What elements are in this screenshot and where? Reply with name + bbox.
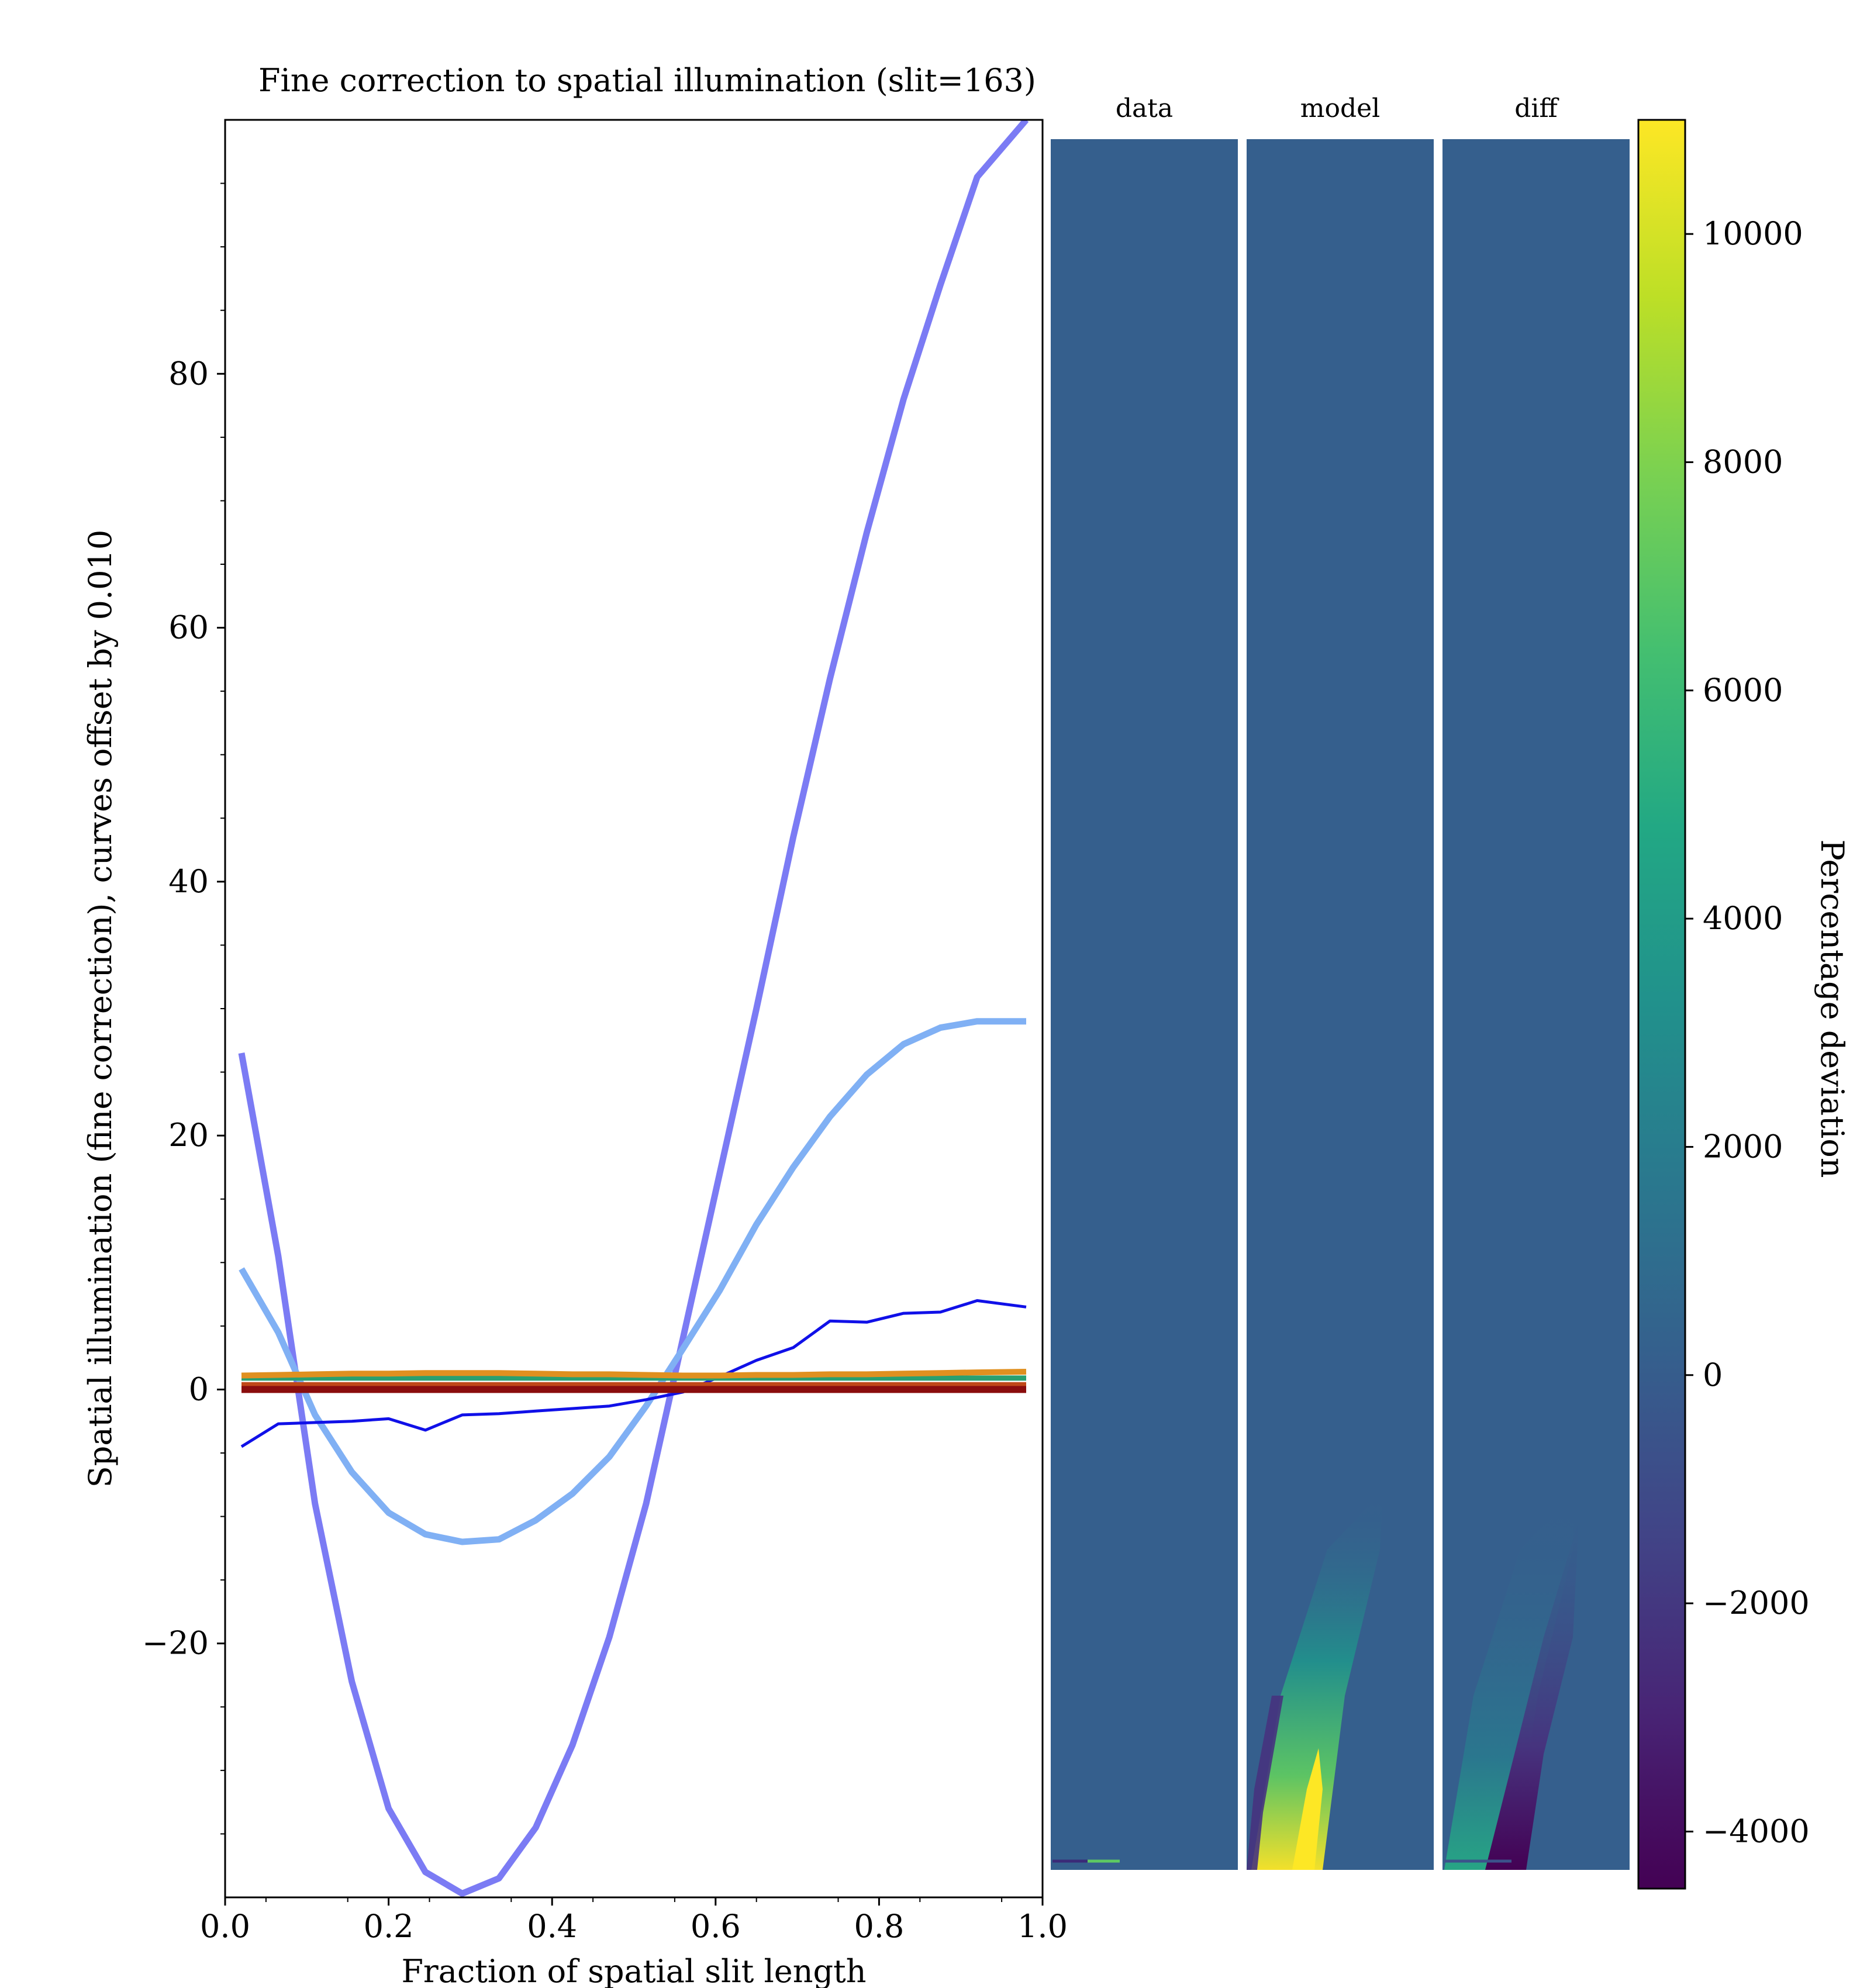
y-axis-label: Spatial illumination (fine correction), … [82, 530, 119, 1487]
panel-title-data: data [1116, 94, 1173, 123]
y-tick-label: −20 [142, 1625, 209, 1662]
colorbar-label: Percentage deviation [1814, 840, 1851, 1178]
diff-panel-dark-band [1485, 1520, 1579, 1870]
x-axis-ticks: 0.0 0.2 0.4 0.6 0.8 1.0 [200, 1897, 1068, 1945]
x-tick-label: 0.8 [854, 1908, 904, 1945]
series-line-5 [241, 1369, 1027, 1379]
model-panel-peak [1292, 1748, 1323, 1870]
colorbar-tick-label: 2000 [1703, 1128, 1783, 1165]
series-line-2 [239, 1018, 1026, 1545]
y-tick-label: 0 [189, 1371, 209, 1407]
x-tick-label: 0.0 [200, 1908, 250, 1945]
y-tick-label: 20 [168, 1117, 209, 1154]
x-tick-label: 0.2 [364, 1908, 414, 1945]
model-panel-ridge-dark [1247, 1696, 1283, 1870]
plot-frame [224, 119, 1044, 1899]
y-tick-label: 80 [168, 355, 209, 392]
line-plot-area [238, 120, 1029, 1897]
colorbar-tick-label: 6000 [1703, 672, 1783, 709]
x-tick-label: 0.6 [691, 1908, 741, 1945]
series-line-3 [240, 1299, 1027, 1448]
y-tick-label: 40 [168, 863, 209, 900]
colorbar-tick-label: 0 [1703, 1357, 1723, 1393]
colorbar-tick-label: 10000 [1703, 215, 1803, 252]
data-panel [1051, 139, 1238, 1870]
heatmap-panels: data model diff [1051, 94, 1630, 1870]
panel-title-diff: diff [1514, 94, 1559, 123]
y-tick-label: 60 [168, 609, 209, 646]
model-panel-ridge [1251, 1491, 1383, 1870]
panel-title-model: model [1300, 94, 1381, 123]
colorbar-tick-label: −4000 [1703, 1813, 1810, 1849]
colorbar-ticks: −4000 −2000 0 2000 4000 6000 8000 10000 [1685, 215, 1810, 1849]
diff-panel-ridge [1444, 1491, 1576, 1870]
colorbar-tick-label: 4000 [1703, 900, 1783, 937]
x-tick-label: 0.4 [527, 1908, 577, 1945]
colorbar-tick-label: 8000 [1703, 443, 1783, 480]
x-tick-label: 1.0 [1017, 1908, 1068, 1945]
y-axis-ticks: −20 0 20 40 60 80 [142, 182, 225, 1835]
colorbar-tick-label: −2000 [1703, 1585, 1810, 1621]
colorbar [1637, 119, 1686, 1890]
series-line-1 [238, 120, 1029, 1897]
chart-title: Fine correction to spatial illumination … [258, 62, 1036, 99]
x-axis-label: Fraction of spatial slit length [401, 1953, 866, 1988]
